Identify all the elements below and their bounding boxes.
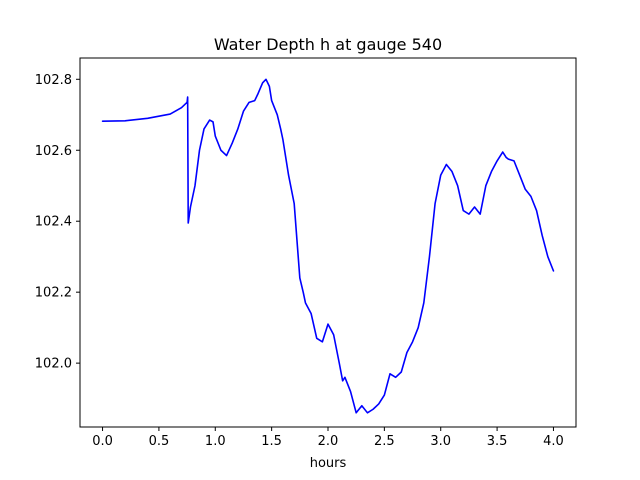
x-tick-label: 0.0 (92, 434, 113, 449)
y-tick-label: 102.0 (35, 357, 72, 372)
x-tick-label: 3.0 (430, 434, 451, 449)
x-tick-label: 4.0 (543, 434, 564, 449)
x-tick-label: 1.5 (261, 434, 282, 449)
series-line-0 (101, 78, 555, 414)
x-tick-label: 1.0 (205, 434, 226, 449)
x-axis: 0.0 0.5 1.0 1.5 2.0 2.5 3.0 3.5 4.0 (92, 427, 564, 449)
x-tick-label: 2.5 (374, 434, 395, 449)
y-axis: 102.0 102.2 102.4 102.6 102.8 (35, 73, 80, 372)
y-tick-label: 102.6 (35, 144, 72, 159)
y-tick-label: 102.8 (35, 73, 72, 88)
x-tick-label: 0.5 (149, 434, 170, 449)
y-tick-label: 102.4 (35, 215, 72, 230)
series-layer (101, 78, 555, 414)
x-tick-label: 2.0 (318, 434, 339, 449)
x-tick-label: 3.5 (487, 434, 508, 449)
y-tick-label: 102.2 (35, 286, 72, 301)
chart-title: Water Depth h at gauge 540 (214, 35, 442, 54)
x-axis-label: hours (310, 456, 347, 471)
